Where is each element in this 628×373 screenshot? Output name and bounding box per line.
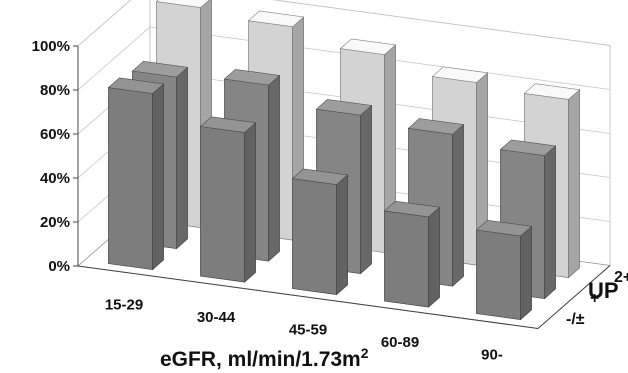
depth-tick-label: -/± (566, 311, 585, 328)
x-axis-title: eGFR, ml/min/1.73m2 (160, 345, 369, 371)
x-axis-ticks: 15-29 30-44 45-59 60-89 90- (105, 296, 503, 363)
bar (383, 200, 441, 308)
bar-top (131, 60, 189, 78)
y-axis-ticks: 0% 20% 40% 60% 80% 100% (32, 38, 78, 275)
x-axis-line (77, 265, 539, 329)
bar-front (292, 178, 337, 295)
depth-tick-label: + (590, 290, 599, 307)
x-tick-label: 15-29 (105, 296, 143, 313)
bar-top (315, 99, 373, 116)
bar-side (360, 104, 372, 275)
bar-top (499, 139, 557, 156)
bar-top (339, 38, 397, 55)
bar-side (336, 174, 348, 296)
bar-top (155, 0, 210, 8)
bar-side (176, 66, 188, 250)
bar-front (384, 210, 429, 308)
bar-top (107, 77, 165, 94)
x-tick-label: 90- (481, 346, 503, 363)
bar-front (476, 229, 521, 320)
bar-front (200, 126, 245, 283)
bar-top (291, 168, 349, 185)
bars (107, 0, 581, 321)
depth-axis-ticks: -/± +2+ (566, 269, 628, 328)
x-tick-label: 30-44 (197, 309, 236, 326)
bar (291, 168, 349, 296)
bar-side (452, 123, 464, 287)
bar-side (268, 74, 280, 262)
bar-side (544, 145, 556, 300)
bar (107, 77, 165, 271)
x-tick-label: 45-59 (289, 321, 327, 338)
depth-axis-title: UP (588, 278, 619, 303)
bar-side (244, 122, 256, 283)
bar-top (383, 200, 441, 218)
bar-top (475, 219, 533, 237)
bar-side (568, 89, 580, 279)
bar (199, 116, 257, 283)
y-tick-label: 60% (40, 126, 70, 143)
y-tick-label: 100% (32, 38, 70, 55)
bar-top (431, 66, 489, 83)
bar-front (108, 87, 153, 270)
bar-side (520, 225, 532, 321)
gridline (77, 0, 611, 47)
bar (475, 219, 533, 321)
bar-side (152, 83, 164, 271)
x-tick-label: 60-89 (381, 334, 419, 351)
depth-axis-line (537, 265, 611, 329)
bar-top (523, 83, 581, 100)
depth-tick-label: 2+ (614, 269, 628, 286)
y-tick-label: 0% (48, 258, 70, 275)
y-tick-label: 80% (40, 82, 70, 99)
bar-top (407, 118, 465, 135)
y-tick-label: 40% (40, 170, 70, 187)
y-tick-label: 20% (40, 214, 70, 231)
bar-side (428, 206, 440, 308)
bar-top (223, 69, 281, 86)
bar-top (247, 10, 305, 28)
bar-top (199, 116, 257, 133)
